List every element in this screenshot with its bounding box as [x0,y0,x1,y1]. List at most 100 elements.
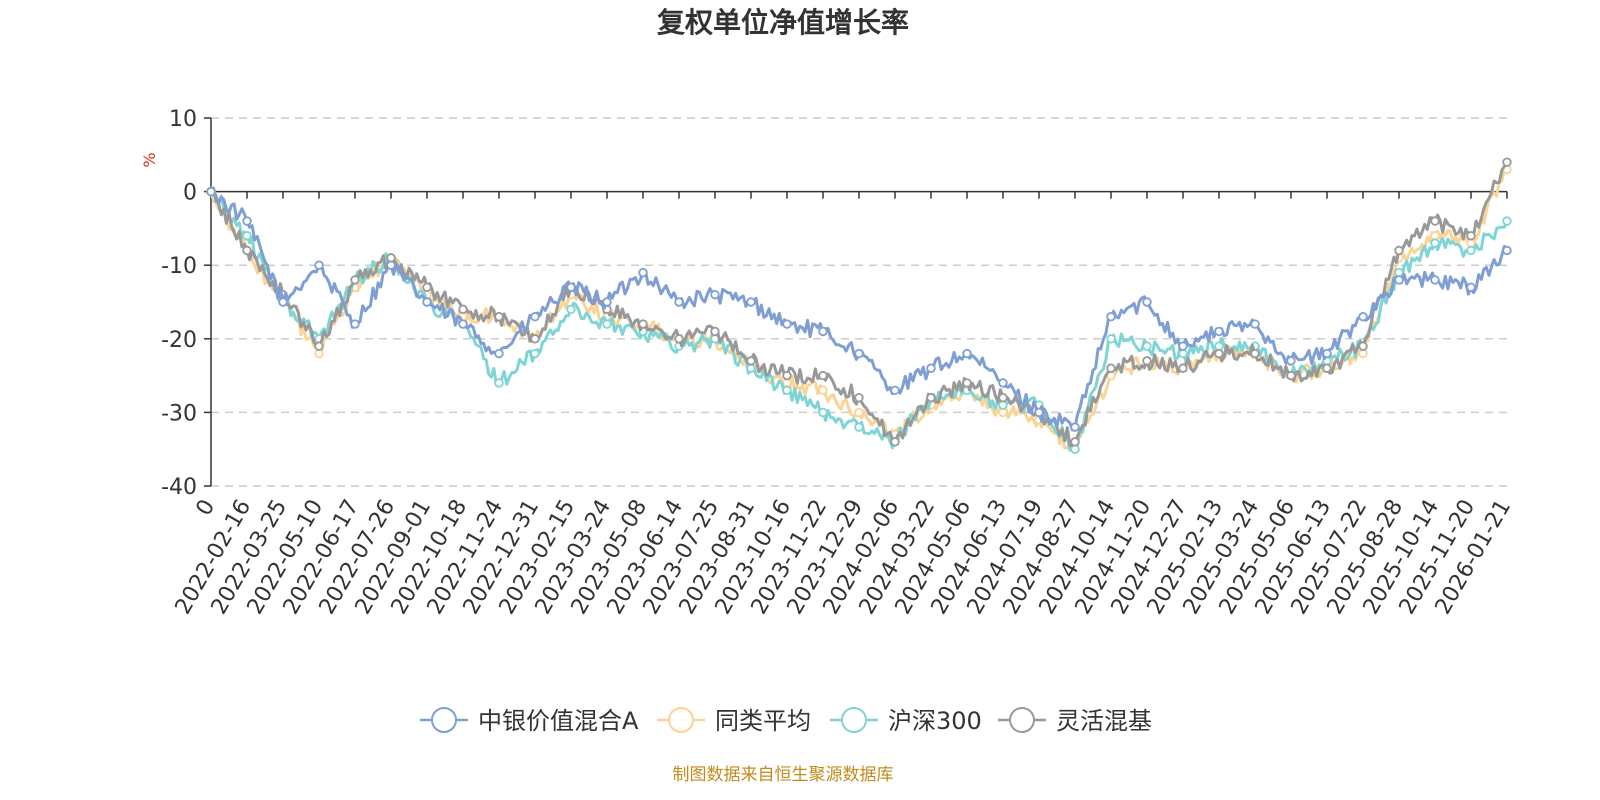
legend-marker [1009,707,1035,733]
y-axis-unit: % [140,152,159,167]
data-point [1394,245,1404,256]
data-point [1322,363,1332,373]
data-point [530,312,540,322]
data-point [1106,363,1116,373]
legend-label: 中银价值混合A [478,707,639,735]
legend-label: 沪深300 [888,707,982,735]
data-point [1430,238,1440,248]
data-point [350,275,360,285]
y-tick-label: 0 [183,181,197,206]
series-lines [206,157,1512,454]
data-point [566,304,576,315]
data-point [242,216,252,226]
data-point [1466,282,1476,292]
data-point [206,186,216,197]
data-point [1214,326,1224,337]
y-tick-label: -30 [161,401,197,426]
data-point [1466,245,1476,256]
data-point [782,378,792,388]
legend-marker [431,707,457,733]
data-point [998,392,1008,403]
data-point [638,319,648,329]
data-point [1430,216,1440,226]
data-point [818,407,828,418]
y-tick-label: -20 [161,328,197,353]
data-point [1178,341,1188,351]
data-point [1358,348,1368,359]
data-point [1430,275,1440,285]
data-point [1214,348,1224,359]
data-point [242,231,252,241]
data-point [458,304,468,315]
data-point [494,378,504,388]
data-point [746,356,756,366]
data-point [1142,297,1152,307]
data-point [782,385,792,396]
data-point [1106,334,1116,344]
data-point [674,297,684,307]
data-point [710,326,720,337]
series-line [209,166,1508,451]
chart-title: 复权单位净值增长率 [657,6,909,39]
legend-label: 灵活混基 [1056,707,1152,735]
y-tick-label: -40 [161,475,197,500]
data-point [1250,319,1260,329]
data-point [962,348,972,359]
data-point [1502,157,1512,167]
source-note: 制图数据来自恒生聚源数据库 [673,765,894,785]
data-point [1106,312,1116,322]
data-point [1502,245,1512,256]
data-point [1178,363,1188,373]
grid-lines [211,117,1507,487]
data-point [674,334,684,344]
data-point [278,297,288,307]
data-point [1466,231,1476,241]
data-point [746,363,756,373]
data-point [998,400,1008,410]
data-point [854,392,864,403]
data-point [1358,341,1368,351]
data-point [926,392,936,403]
data-point [1070,437,1080,447]
legend-marker [668,707,694,733]
legend-item[interactable]: 灵活混基 [998,707,1152,735]
data-point [1358,312,1368,322]
data-point [818,370,828,381]
data-point [1142,356,1152,366]
data-point [314,341,324,351]
legend-item[interactable]: 同类平均 [657,707,811,735]
data-point [458,319,468,329]
data-point [602,319,612,329]
data-point [818,326,828,337]
data-point [350,319,360,329]
data-point [602,297,612,307]
data-point [890,437,900,447]
legend-label: 同类平均 [715,707,811,735]
data-point [314,260,324,270]
data-point [422,282,432,292]
data-point [998,378,1008,388]
data-point [1070,422,1080,432]
legend-item[interactable]: 沪深300 [830,707,982,735]
data-point [386,260,396,270]
data-point [422,297,432,307]
data-point [854,407,864,418]
data-point [386,253,396,263]
data-point [566,282,576,292]
data-point [314,348,324,359]
y-axis-ticks: 10 0 -10 -20 -30 -40 [161,107,211,500]
data-point [1250,348,1260,359]
legend[interactable]: 中银价值混合A 同类平均 沪深300 灵活混基 [420,707,1152,735]
legend-item[interactable]: 中银价值混合A [420,707,639,735]
data-point [782,370,792,381]
data-point [1322,348,1332,359]
data-point [242,245,252,256]
data-point [1502,216,1512,226]
data-point [1034,407,1044,418]
data-point [854,422,864,432]
data-point [854,348,864,359]
y-tick-label: 10 [169,107,197,132]
x-tick-label: 0 [192,496,221,521]
data-point [746,297,756,307]
